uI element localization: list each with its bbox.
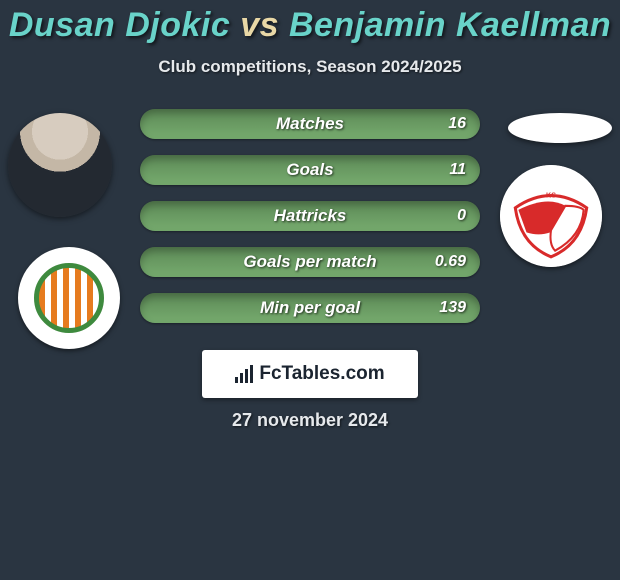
title-player-2: Benjamin Kaellman: [289, 6, 611, 44]
brand-text: FcTables.com: [259, 363, 384, 385]
player-left-avatar: [8, 113, 112, 217]
club-right-badge: KS: [500, 165, 602, 267]
title-vs: vs: [230, 6, 289, 44]
brand-box: FcTables.com: [202, 350, 418, 398]
club-left-badge: [18, 247, 120, 349]
stat-label: Hattricks: [274, 206, 347, 226]
stat-row: Hattricks 0: [140, 201, 480, 231]
brand-bars-icon: [235, 365, 253, 383]
club-right-badge-svg: KS: [500, 165, 602, 267]
stat-value: 16: [448, 109, 466, 139]
player-right-avatar: [508, 113, 612, 143]
stat-value: 0: [457, 201, 466, 231]
stat-label: Matches: [276, 114, 344, 134]
stat-label: Goals: [286, 160, 333, 180]
club-left-badge-inner: [34, 263, 104, 333]
svg-text:KS: KS: [546, 192, 556, 200]
stat-row: Goals per match 0.69: [140, 247, 480, 277]
stat-bars: Matches 16 Goals 11 Hattricks 0 Goals pe…: [140, 109, 480, 339]
page-title: Dusan Djokic vs Benjamin Kaellman: [0, 0, 620, 45]
title-player-1: Dusan Djokic: [9, 6, 230, 44]
stat-row: Matches 16: [140, 109, 480, 139]
date-line: 27 november 2024: [0, 410, 620, 431]
stat-row: Goals 11: [140, 155, 480, 185]
stat-label: Min per goal: [260, 298, 360, 318]
subtitle: Club competitions, Season 2024/2025: [0, 57, 620, 77]
stat-row: Min per goal 139: [140, 293, 480, 323]
stat-value: 11: [449, 155, 466, 185]
stat-value: 139: [439, 293, 466, 323]
comparison-area: KS Matches 16 Goals 11 Hattricks 0 Goals…: [0, 95, 620, 365]
stat-label: Goals per match: [243, 252, 376, 272]
stat-value: 0.69: [435, 247, 466, 277]
